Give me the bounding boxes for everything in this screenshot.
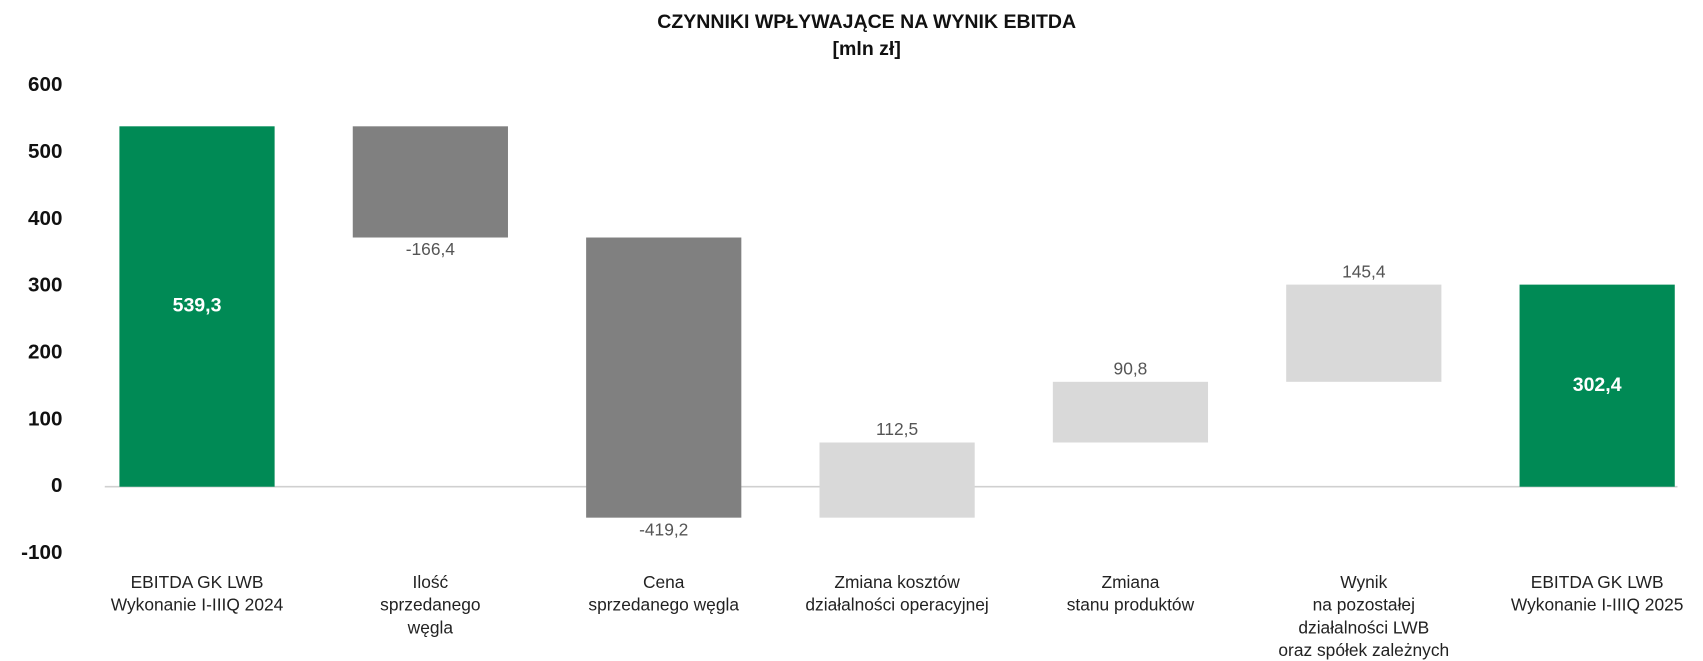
bar bbox=[352, 126, 508, 238]
x-tick-label: Zmiana kosztów działalności operacyjnej bbox=[805, 571, 988, 614]
chart-subtitle: [mln zł] bbox=[833, 38, 901, 60]
value-label: 112,5 bbox=[876, 419, 918, 439]
bar bbox=[1052, 381, 1209, 443]
x-tick-label: Zmiana stanu produktów bbox=[1067, 571, 1195, 614]
y-tick-label: 0 bbox=[51, 474, 62, 497]
value-label: 145,4 bbox=[1342, 261, 1386, 281]
y-tick-label: 100 bbox=[28, 407, 62, 430]
bar bbox=[1519, 284, 1675, 487]
bar bbox=[119, 126, 275, 487]
y-tick-label: 300 bbox=[28, 274, 62, 297]
y-tick-label: 200 bbox=[28, 341, 62, 364]
x-tick-label: Wynik na pozostałej działalności LWB oraz s… bbox=[1278, 571, 1449, 659]
value-label: -419,2 bbox=[639, 519, 688, 539]
x-tick-label: EBITDA GK LWB Wykonanie I-IIIQ 2024 bbox=[111, 571, 284, 614]
y-tick-label: 600 bbox=[28, 73, 62, 96]
value-label: 90,8 bbox=[1114, 358, 1148, 378]
bar bbox=[586, 237, 742, 518]
x-tick-label: Ilość sprzedanego węgla bbox=[380, 571, 480, 637]
y-tick-label: 500 bbox=[28, 140, 62, 163]
y-tick-label: -100 bbox=[21, 541, 62, 564]
x-tick-label: Cena sprzedanego węgla bbox=[588, 571, 739, 614]
bar bbox=[1286, 284, 1442, 382]
chart-title: CZYNNIKI WPŁYWAJĄCE NA WYNIK EBITDA bbox=[657, 11, 1076, 33]
x-tick-label: EBITDA GK LWB Wykonanie I-IIIQ 2025 bbox=[1511, 571, 1684, 614]
bar bbox=[819, 442, 975, 518]
value-label: -166,4 bbox=[406, 239, 456, 259]
value-label: 302,4 bbox=[1573, 374, 1622, 396]
value-label: 539,3 bbox=[173, 295, 222, 317]
y-tick-label: 400 bbox=[28, 207, 62, 230]
